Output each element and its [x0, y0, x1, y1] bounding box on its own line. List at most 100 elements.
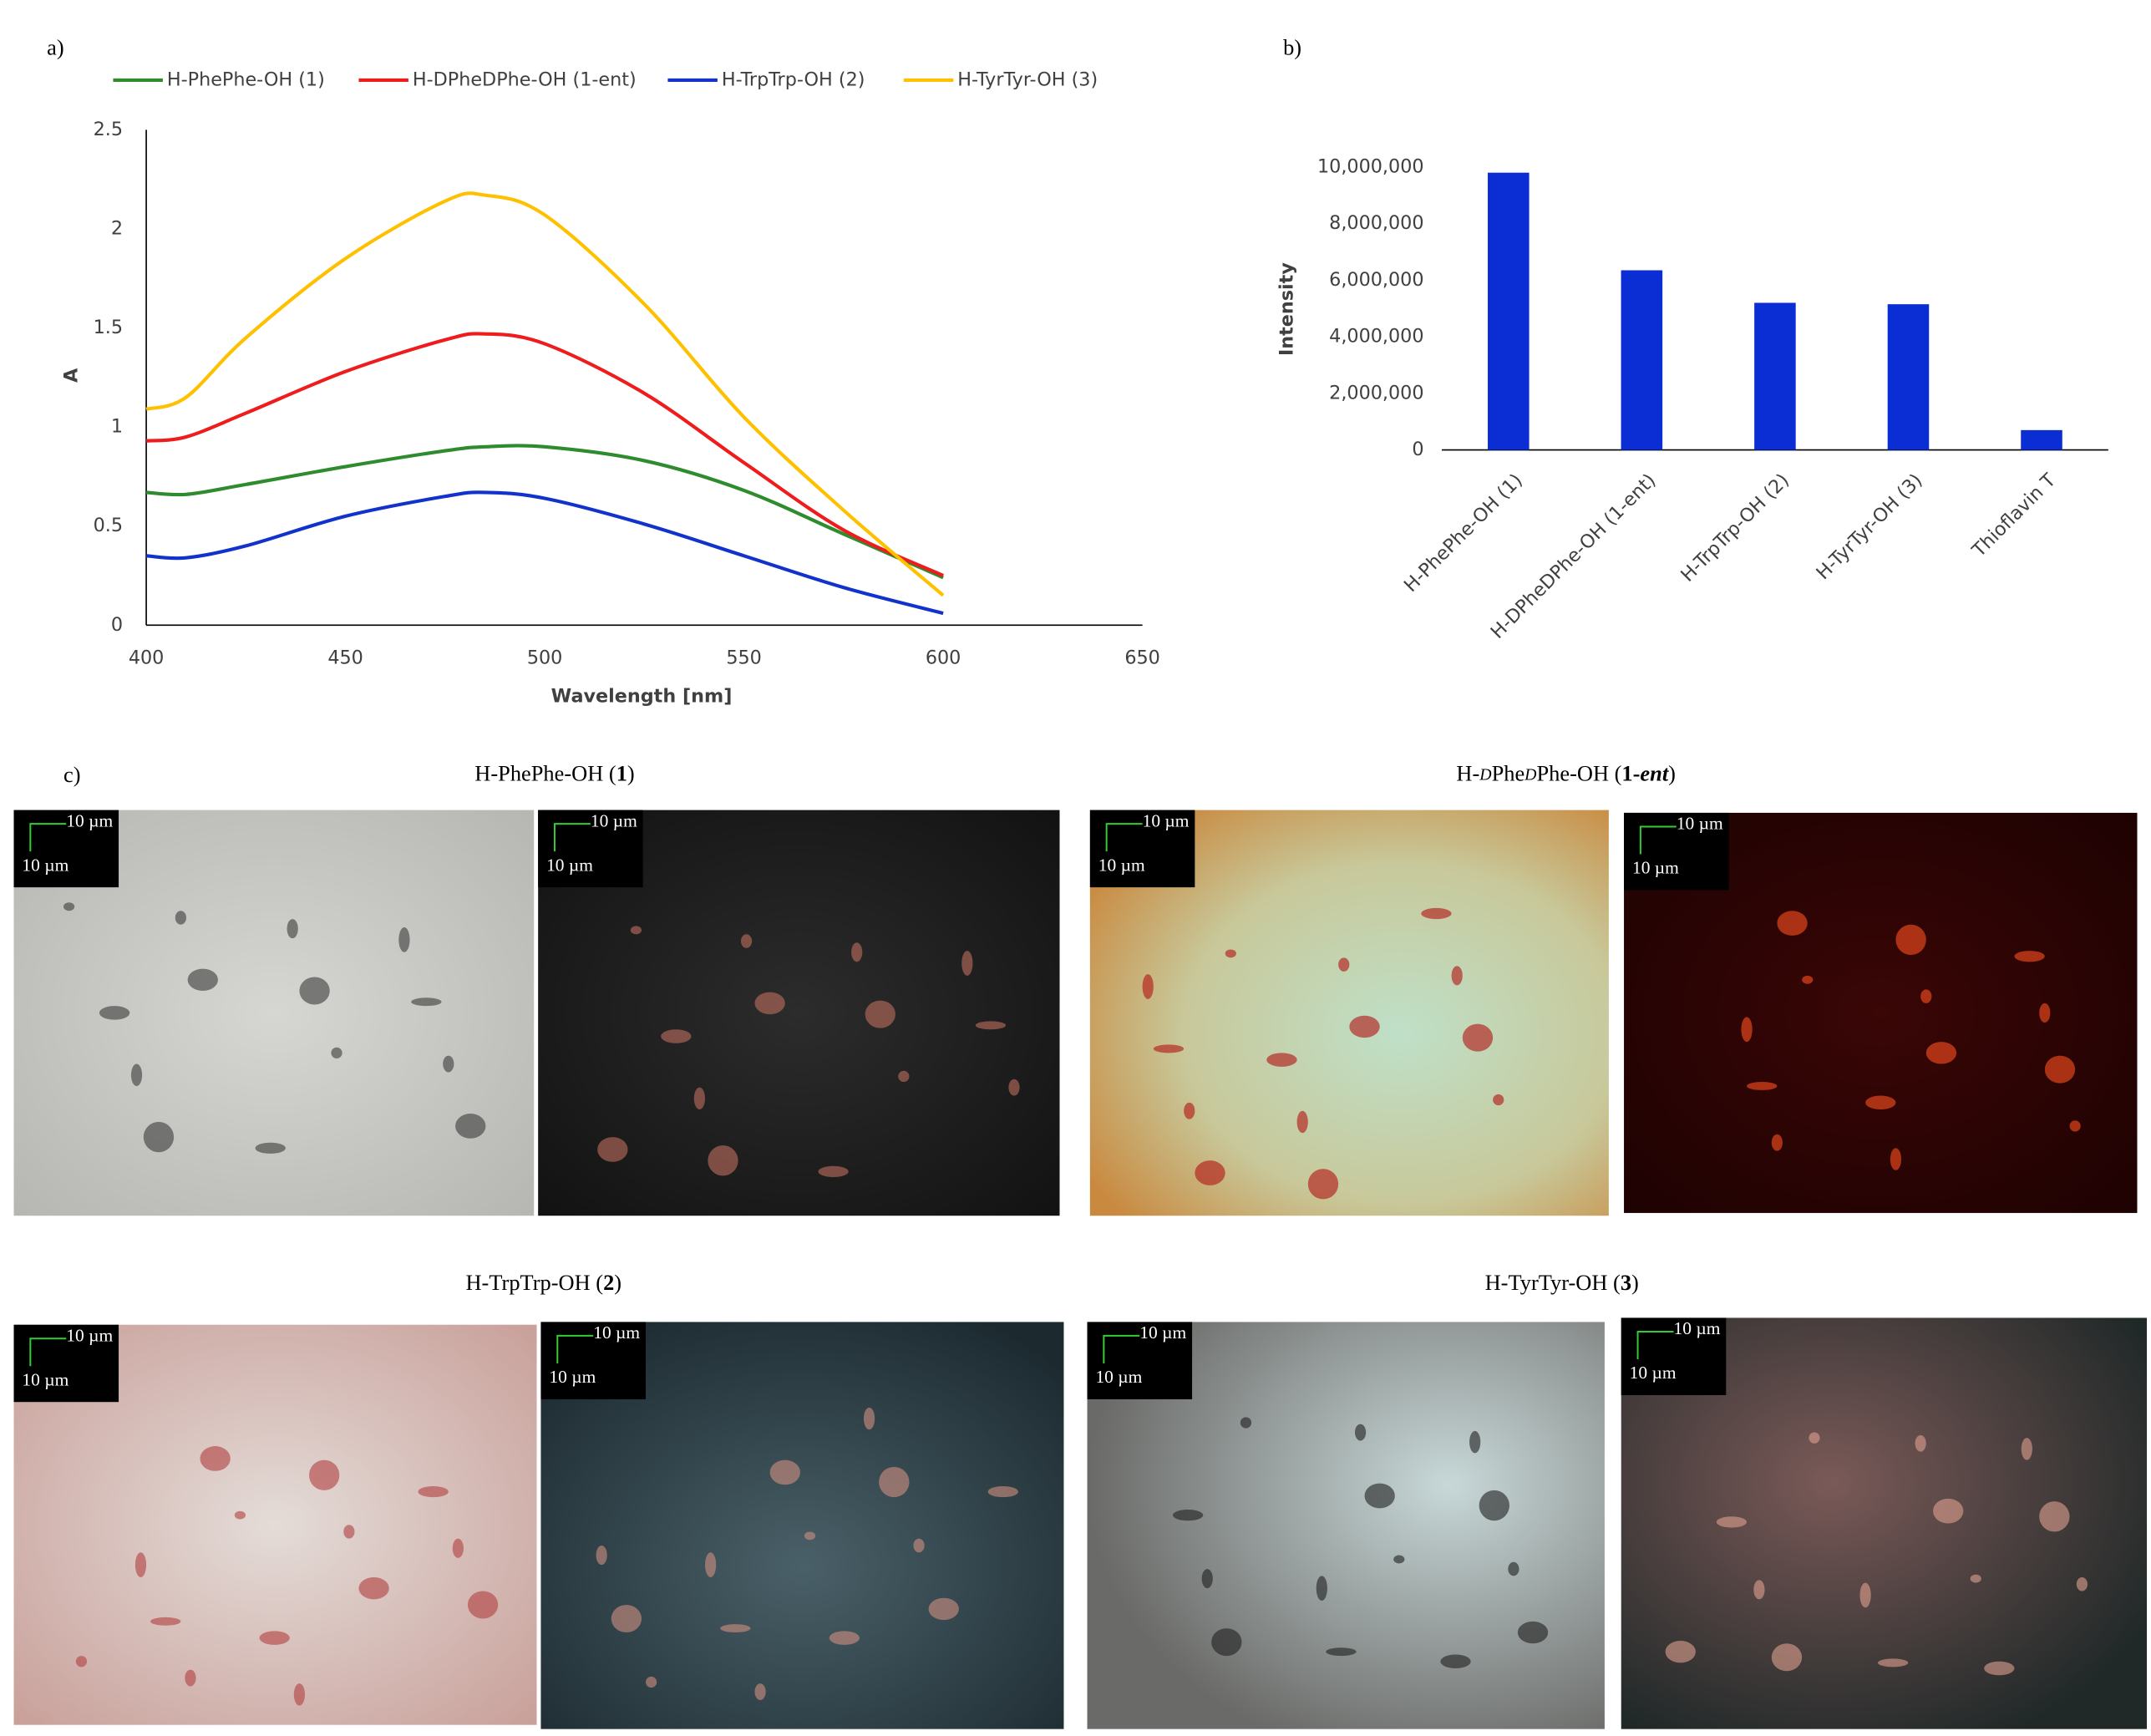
particle	[740, 934, 753, 948]
particle	[987, 1485, 1018, 1498]
title-part: )	[627, 760, 635, 785]
particle	[1771, 1643, 1803, 1672]
x-tick-label: H-PhePhe-OH (1)	[1400, 470, 1527, 596]
particle	[851, 942, 863, 962]
particle	[175, 911, 186, 925]
particle	[1195, 1160, 1225, 1185]
particle	[818, 1165, 849, 1177]
particle	[398, 927, 410, 952]
particle	[708, 1145, 738, 1176]
particle	[293, 1683, 306, 1706]
title-part: 2	[603, 1270, 614, 1295]
x-tick-label: H-TyrTyr-OH (3)	[1812, 470, 1926, 584]
particle	[769, 1459, 800, 1485]
panel-label: a)	[47, 35, 64, 60]
scale-label: 10 µm	[22, 1369, 68, 1389]
scale-label: 10 µm	[22, 855, 68, 875]
particle	[75, 1656, 88, 1667]
title-part: )	[1668, 760, 1676, 785]
legend-label: H-TrpTrp-OH (2)	[722, 69, 865, 90]
scale-box	[1089, 810, 1195, 888]
title-part: H-TyrTyr-OH (	[1485, 1270, 1621, 1295]
particle	[597, 1137, 628, 1162]
title-part: H-TrpTrp-OH (	[465, 1270, 603, 1295]
particle	[143, 1121, 175, 1153]
bar	[1488, 172, 1530, 450]
particle	[1479, 1490, 1509, 1521]
legend-label: H-TyrTyr-OH (3)	[957, 69, 1098, 90]
particle	[1925, 1042, 1957, 1064]
particle	[455, 1114, 486, 1139]
particle	[1984, 1661, 2015, 1676]
particle	[187, 968, 218, 992]
particle	[1802, 975, 1814, 984]
y-tick-label: 8,000,000	[1329, 212, 1423, 234]
particle	[1747, 1082, 1778, 1090]
particle	[693, 1087, 706, 1110]
particle	[2021, 1438, 2032, 1460]
particle	[661, 1029, 692, 1043]
x-tick-label: Thioflavin T	[1967, 470, 2060, 562]
y-tick-label: 0	[1412, 439, 1423, 460]
y-tick-label: 4,000,000	[1329, 326, 1423, 348]
scale-box	[13, 810, 119, 888]
particle	[467, 1591, 499, 1619]
particle	[2039, 1501, 2070, 1532]
x-tick-label: 450	[327, 647, 363, 668]
y-tick-label: 2.5	[94, 119, 123, 140]
scale-label: 10 µm	[1139, 1322, 1186, 1343]
particle	[879, 1466, 910, 1498]
y-axis-label: A	[60, 368, 82, 383]
title-part: )	[1631, 1270, 1639, 1295]
particle	[645, 1676, 657, 1688]
particle	[961, 951, 973, 976]
scale-label: 10 µm	[546, 855, 593, 875]
particle	[2044, 1055, 2076, 1084]
scale-label: 10 µm	[66, 1325, 113, 1345]
particle	[1915, 1434, 1926, 1452]
particle	[411, 997, 442, 1007]
title-part: H-	[1456, 760, 1479, 785]
series-line	[145, 191, 945, 597]
title-part: Phe	[1492, 760, 1525, 785]
title-part: Phe-OH (	[1536, 760, 1621, 785]
particle	[611, 1605, 642, 1633]
scale-label: 10 µm	[1674, 1318, 1721, 1338]
panel-label: c)	[63, 762, 81, 787]
scale-bar	[1636, 1330, 1674, 1360]
micrograph-title: H-TyrTyr-OH (3)	[1485, 1270, 1639, 1295]
particle	[1225, 949, 1236, 958]
title-part: 3	[1621, 1270, 1631, 1295]
legend-label: H-PhePhe-OH (1)	[167, 69, 325, 90]
particle	[863, 1407, 875, 1430]
particle	[1890, 1148, 1902, 1170]
series-line	[145, 332, 944, 577]
bar	[1754, 302, 1796, 450]
particle	[975, 1021, 1007, 1030]
scale-bar	[556, 1334, 594, 1363]
particle	[1296, 1110, 1308, 1134]
particle	[1859, 1582, 1871, 1608]
scale-label: 10 µm	[1677, 814, 1723, 834]
particle	[1440, 1654, 1471, 1668]
scale-label: 10 µm	[1143, 810, 1190, 830]
particle	[259, 1631, 290, 1645]
particle	[1665, 1640, 1696, 1663]
particle	[720, 1624, 751, 1633]
x-tick-label: 500	[527, 647, 563, 668]
particle	[287, 919, 298, 939]
scale-bar	[29, 823, 67, 852]
particle	[1421, 907, 1452, 920]
scale-label: 10 µm	[1630, 1363, 1677, 1383]
particle	[804, 1531, 816, 1541]
x-axis-label: Wavelength [nm]	[551, 686, 733, 708]
particle	[308, 1459, 340, 1490]
series-line	[145, 444, 944, 580]
scale-box	[538, 810, 643, 888]
scale-box	[540, 1322, 646, 1399]
micrograph-title: H-TrpTrp-OH (2)	[465, 1270, 621, 1295]
particle	[418, 1485, 449, 1498]
particle	[1895, 924, 1926, 956]
particle	[63, 902, 75, 911]
